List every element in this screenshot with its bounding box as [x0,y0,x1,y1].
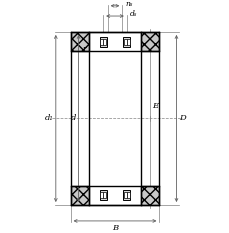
Bar [70,32,88,51]
Bar [141,186,159,205]
Bar [123,37,130,47]
Bar [99,37,106,47]
Text: d: d [71,114,76,123]
Bar [141,32,159,51]
Bar [99,190,106,200]
Bar [100,192,103,198]
Bar [103,39,106,45]
Text: nₛ: nₛ [125,0,132,8]
Bar [100,39,103,45]
Bar [126,39,129,45]
Bar [123,192,126,198]
Bar [103,192,106,198]
Text: B: B [112,224,117,232]
Bar [70,186,88,205]
Text: d₁: d₁ [44,114,53,123]
Text: dₛ: dₛ [129,10,137,18]
Text: r: r [83,45,86,53]
Text: D: D [178,114,185,123]
Bar [123,39,126,45]
Text: E: E [152,102,158,110]
Bar [123,190,130,200]
Bar [126,192,129,198]
